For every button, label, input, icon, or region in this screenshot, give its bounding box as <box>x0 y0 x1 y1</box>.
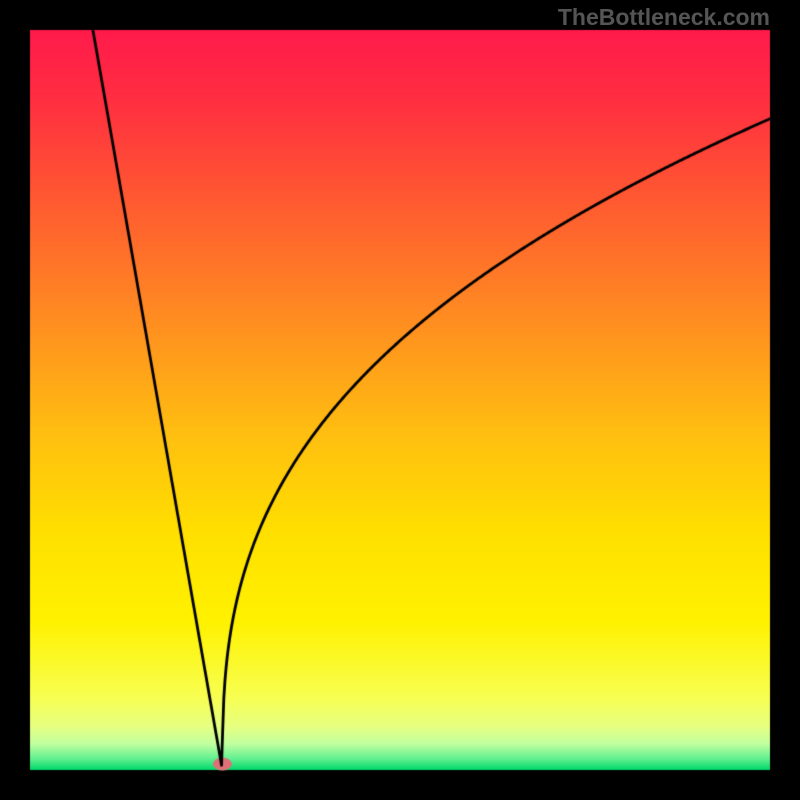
watermark-text: TheBottleneck.com <box>558 4 770 31</box>
bottleneck-curve <box>0 0 800 800</box>
chart-container: TheBottleneck.com <box>0 0 800 800</box>
